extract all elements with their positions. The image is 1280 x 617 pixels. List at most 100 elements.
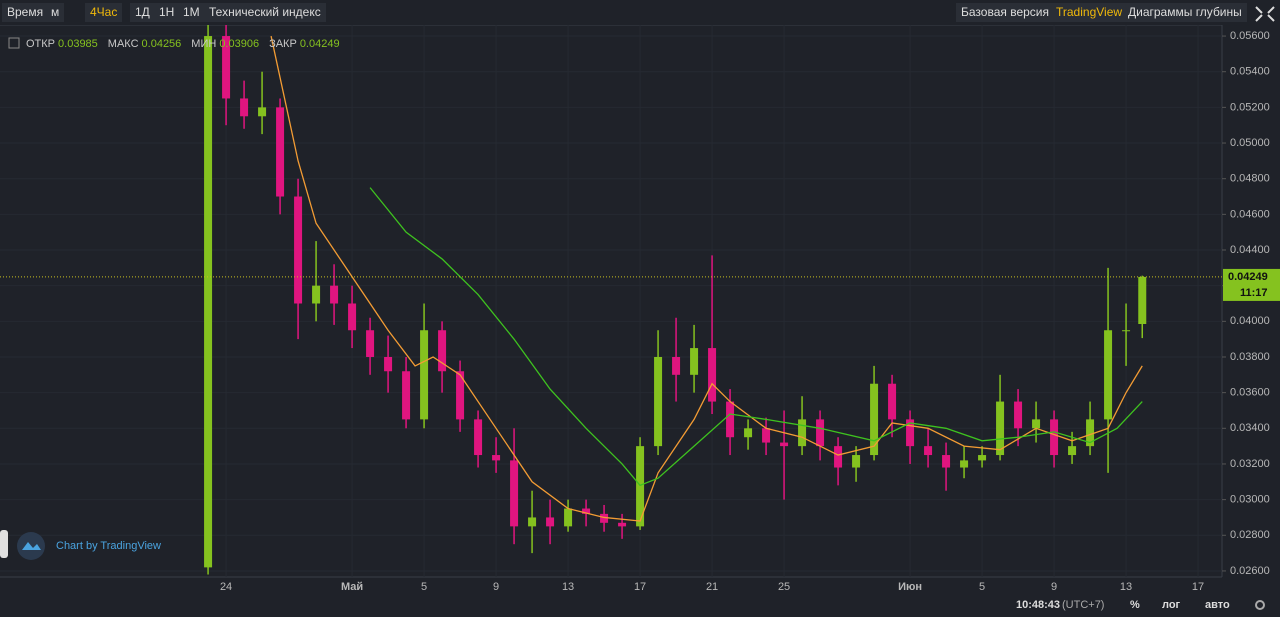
- candle-body: [402, 371, 411, 420]
- candle-body: [276, 107, 285, 197]
- toolbar-button[interactable]: Время: [2, 3, 49, 22]
- candle-body: [366, 330, 375, 357]
- legend-value: 0.04249: [300, 38, 340, 50]
- toolbar-button[interactable]: 1Н: [154, 3, 180, 22]
- status-time: 10:48:43: [1016, 599, 1060, 611]
- candle-body: [1032, 419, 1041, 429]
- status-tz: (UTC+7): [1062, 599, 1104, 611]
- fullscreen-icon[interactable]: [1255, 6, 1275, 22]
- candle-body: [798, 419, 807, 447]
- y-tick-label: 0.04000: [1230, 315, 1270, 327]
- last-price-label: 0.04249: [1228, 271, 1268, 283]
- y-tick-label: 0.03600: [1230, 387, 1270, 399]
- candle-body: [1104, 330, 1113, 420]
- x-tick-label: Июн: [898, 581, 922, 593]
- candle-body: [816, 419, 825, 447]
- candle-body: [528, 517, 537, 527]
- candle-body: [348, 303, 357, 331]
- status-log: лог: [1162, 599, 1181, 611]
- y-tick-label: 0.05200: [1230, 101, 1270, 113]
- candle-body: [582, 508, 591, 514]
- x-tick-label: 5: [979, 581, 985, 593]
- candle-body: [1086, 419, 1095, 447]
- candle-body: [690, 348, 699, 375]
- candle-body: [510, 460, 519, 527]
- candle-body: [780, 442, 789, 447]
- x-tick-label: 17: [634, 581, 646, 593]
- candle-body: [294, 196, 303, 304]
- moving-average: [270, 35, 1143, 522]
- watermark: Chart by TradingView: [56, 540, 161, 552]
- candle-body: [420, 330, 429, 420]
- y-tick-label: 0.03400: [1230, 422, 1270, 434]
- y-tick-label: 0.04600: [1230, 208, 1270, 220]
- candle-body: [1138, 276, 1147, 324]
- last-price-box: [1223, 268, 1280, 301]
- candle-body: [330, 285, 339, 304]
- x-tick-label: 25: [778, 581, 790, 593]
- legend-icon: [8, 37, 20, 49]
- x-tick-label: 9: [493, 581, 499, 593]
- countdown: 11:17: [1240, 287, 1268, 299]
- candle-body: [708, 348, 717, 402]
- x-tick-label: 21: [706, 581, 718, 593]
- y-tick-label: 0.02800: [1230, 529, 1270, 541]
- candle-body: [978, 455, 987, 461]
- candle-body: [888, 383, 897, 420]
- toolbar-button[interactable]: Диаграммы глубины: [1123, 3, 1247, 22]
- legend-value: 0.03985: [58, 38, 98, 50]
- candle-body: [384, 356, 393, 372]
- candle-body: [672, 356, 681, 375]
- x-tick-label: 13: [562, 581, 574, 593]
- y-tick-label: 0.03800: [1230, 351, 1270, 363]
- toolbar-button[interactable]: 4Час: [85, 3, 123, 22]
- y-tick-label: 0.05400: [1230, 66, 1270, 78]
- x-tick-label: 17: [1192, 581, 1204, 593]
- x-tick-label: 24: [220, 581, 232, 593]
- y-axis-area: [1222, 25, 1280, 577]
- toolbar-button[interactable]: Технический индекс: [204, 3, 326, 22]
- candle-body: [222, 36, 231, 99]
- y-tick-label: 0.03200: [1230, 458, 1270, 470]
- x-tick-label: 13: [1120, 581, 1132, 593]
- legend-label: ЗАКР: [269, 38, 297, 50]
- toolbar-button[interactable]: Базовая версия: [956, 3, 1054, 22]
- candle-body: [564, 508, 573, 527]
- candle-body: [852, 455, 861, 468]
- y-tick-label: 0.04800: [1230, 173, 1270, 185]
- status-auto: авто: [1205, 599, 1230, 611]
- candle-body: [654, 356, 663, 447]
- watermark-icon: [22, 542, 41, 550]
- candle-body: [744, 428, 753, 438]
- candle-body: [1014, 401, 1023, 429]
- y-tick-label: 0.02600: [1230, 565, 1270, 577]
- x-tick-label: 9: [1051, 581, 1057, 593]
- candle-body: [1050, 419, 1059, 456]
- candle-body: [870, 383, 879, 456]
- x-tick-label: Май: [341, 581, 363, 593]
- legend-value: 0.04256: [142, 38, 182, 50]
- legend-value: 0.03906: [219, 38, 259, 50]
- candle-body: [762, 428, 771, 443]
- legend-label: МАКС: [108, 38, 139, 50]
- toolbar-button[interactable]: 1М: [178, 3, 205, 22]
- candle-body: [204, 36, 213, 568]
- candle-body: [726, 401, 735, 438]
- candle-body: [456, 371, 465, 420]
- candle-body: [258, 107, 267, 117]
- toolbar-button[interactable]: 1Д: [130, 3, 155, 22]
- candle-body: [600, 513, 609, 523]
- y-tick-label: 0.05600: [1230, 30, 1270, 42]
- candle-body: [546, 517, 555, 527]
- candle-body: [834, 446, 843, 468]
- candle-body: [906, 419, 915, 447]
- toolbar-button[interactable]: TradingView: [1051, 3, 1128, 22]
- candle-body: [618, 522, 627, 527]
- candle-body: [1122, 330, 1131, 332]
- toolbar-button[interactable]: м: [46, 3, 65, 22]
- legend-label: ОТКР: [26, 38, 55, 50]
- candle-body: [996, 401, 1005, 456]
- candle-body: [492, 455, 501, 461]
